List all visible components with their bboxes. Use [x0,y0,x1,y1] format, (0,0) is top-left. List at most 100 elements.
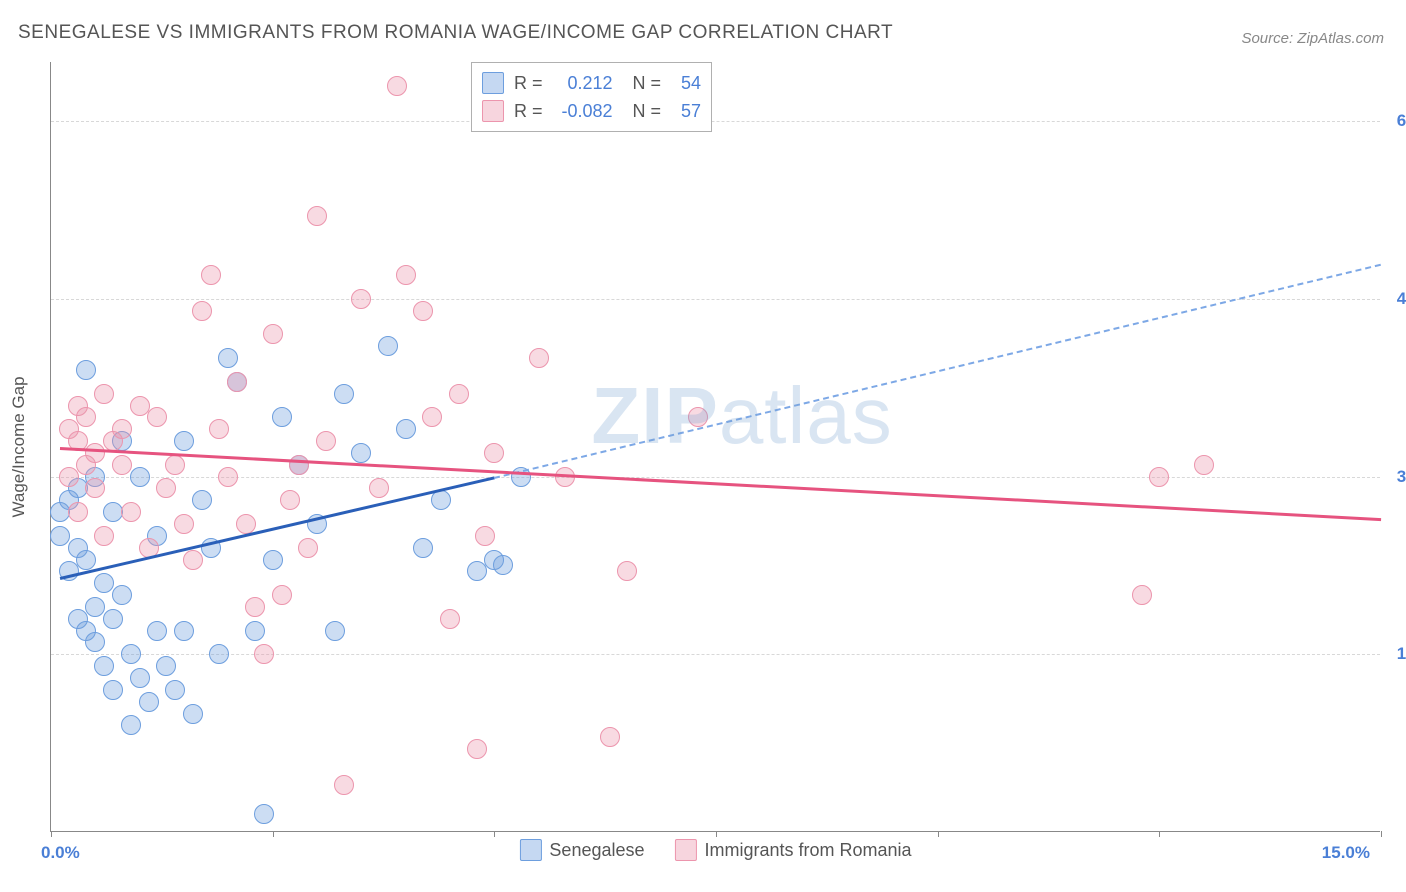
source-attribution: Source: ZipAtlas.com [1241,30,1384,47]
data-point [103,609,123,629]
data-point [351,289,371,309]
data-point [130,467,150,487]
data-point [50,526,70,546]
data-point [307,206,327,226]
data-point [165,680,185,700]
data-point [192,301,212,321]
legend-item: Senegalese [519,839,644,861]
legend-label: Senegalese [549,840,644,861]
x-tick-mark [51,831,52,837]
x-tick-mark [494,831,495,837]
data-point [130,396,150,416]
data-point [475,526,495,546]
data-point [334,384,354,404]
data-point [68,502,88,522]
x-tick-mark [1159,831,1160,837]
n-value: 54 [671,73,701,94]
data-point [254,644,274,664]
data-point [147,621,167,641]
data-point [183,550,203,570]
data-point [351,443,371,463]
data-point [325,621,345,641]
data-point [369,478,389,498]
data-point [94,573,114,593]
stat-row: R = -0.082 N = 57 [482,97,701,125]
data-point [139,692,159,712]
data-point [94,656,114,676]
data-point [130,668,150,688]
trend-line [60,447,1381,521]
data-point [484,443,504,463]
y-axis-label: Wage/Income Gap [9,376,29,517]
chart-title: SENEGALESE VS IMMIGRANTS FROM ROMANIA WA… [18,22,893,44]
n-label: N = [633,101,662,122]
x-tick-mark [1381,831,1382,837]
x-axis-max-label: 15.0% [1322,843,1370,863]
data-point [617,561,637,581]
x-tick-mark [273,831,274,837]
data-point [422,407,442,427]
data-point [121,715,141,735]
data-point [396,419,416,439]
data-point [94,526,114,546]
data-point [254,804,274,824]
data-point [431,490,451,510]
y-tick-label: 45.0% [1385,289,1406,309]
data-point [387,76,407,96]
data-point [600,727,620,747]
data-point [413,538,433,558]
data-point [688,407,708,427]
watermark: ZIPatlas [591,370,892,462]
data-point [396,265,416,285]
data-point [76,360,96,380]
x-tick-mark [938,831,939,837]
legend-label: Immigrants from Romania [705,840,912,861]
data-point [76,407,96,427]
r-label: R = [514,73,543,94]
data-point [467,561,487,581]
data-point [85,478,105,498]
trend-line [494,263,1381,478]
data-point [112,455,132,475]
gridline [51,477,1380,478]
legend-item: Immigrants from Romania [675,839,912,861]
data-point [174,431,194,451]
data-point [94,384,114,404]
data-point [121,502,141,522]
data-point [289,455,309,475]
data-point [183,704,203,724]
data-point [449,384,469,404]
data-point [316,431,336,451]
data-point [378,336,398,356]
data-point [85,443,105,463]
legend: Senegalese Immigrants from Romania [519,839,911,861]
data-point [263,324,283,344]
n-label: N = [633,73,662,94]
data-point [218,467,238,487]
y-tick-label: 30.0% [1385,467,1406,487]
data-point [1194,455,1214,475]
data-point [1132,585,1152,605]
data-point [334,775,354,795]
data-point [413,301,433,321]
data-point [272,585,292,605]
n-value: 57 [671,101,701,122]
r-label: R = [514,101,543,122]
plot-area: Wage/Income Gap 15.0%30.0%45.0%60.0% 0.0… [50,62,1380,832]
y-tick-label: 15.0% [1385,644,1406,664]
stat-row: R = 0.212 N = 54 [482,69,701,97]
data-point [440,609,460,629]
data-point [201,265,221,285]
data-point [156,656,176,676]
data-point [192,490,212,510]
correlation-stats-box: R = 0.212 N = 54 R = -0.082 N = 57 [471,62,712,132]
r-value: 0.212 [553,73,613,94]
data-point [156,478,176,498]
x-tick-mark [716,831,717,837]
data-point [467,739,487,759]
data-point [263,550,283,570]
watermark-light: atlas [719,371,893,460]
data-point [245,621,265,641]
data-point [298,538,318,558]
series-swatch-blue [482,72,504,94]
